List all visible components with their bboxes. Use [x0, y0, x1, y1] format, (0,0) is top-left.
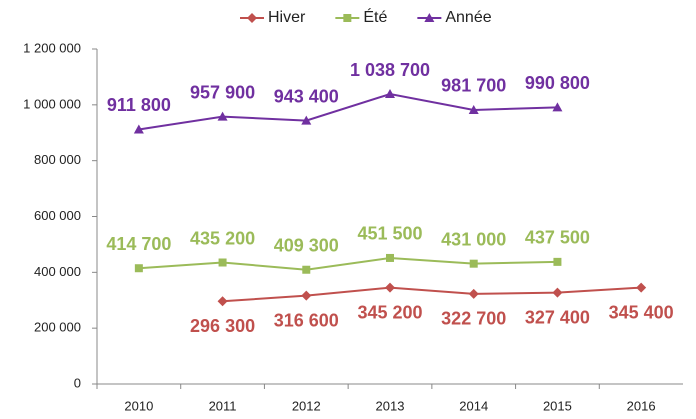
- marker: [552, 102, 563, 112]
- y-tick-label: 1 000 000: [23, 96, 81, 111]
- data-label: 957 900: [190, 82, 255, 102]
- marker: [247, 13, 257, 23]
- marker: [217, 111, 228, 121]
- series-line: [138, 92, 558, 131]
- marker: [134, 264, 143, 273]
- x-tick-label: 2013: [376, 398, 405, 413]
- data-label: 437 500: [525, 228, 590, 248]
- marker: [343, 14, 352, 22]
- marker: [301, 290, 312, 301]
- y-tick-label: 600 000: [34, 208, 81, 223]
- marker: [301, 115, 312, 125]
- series-line: [222, 286, 642, 303]
- marker: [552, 287, 563, 298]
- data-label: 296 300: [190, 316, 255, 336]
- data-label: 316 600: [274, 310, 339, 330]
- marker: [468, 104, 479, 114]
- marker: [636, 282, 647, 293]
- marker: [385, 89, 395, 99]
- x-tick-label: 2012: [292, 398, 321, 413]
- y-tick-label: 200 000: [34, 320, 81, 335]
- marker: [218, 258, 227, 267]
- data-label: 943 400: [274, 86, 339, 106]
- data-label: 451 500: [357, 224, 422, 244]
- y-tick-label: 400 000: [34, 264, 81, 279]
- y-tick-label: 800 000: [34, 152, 81, 167]
- data-label: 911 800: [107, 95, 171, 115]
- data-label: 327 400: [525, 307, 590, 327]
- marker: [217, 296, 228, 307]
- data-label: 322 700: [441, 309, 506, 329]
- marker: [468, 288, 479, 299]
- x-tick-label: 2011: [209, 398, 237, 413]
- marker: [385, 282, 395, 293]
- data-label: 409 300: [274, 235, 339, 255]
- data-label: 1 038 700: [350, 60, 430, 80]
- data-label: 414 700: [106, 234, 171, 254]
- x-tick-label: 2016: [627, 398, 656, 413]
- data-label: 345 400: [609, 302, 674, 322]
- data-label: 345 200: [357, 302, 422, 322]
- y-tick-label: 1 200 000: [23, 40, 81, 55]
- data-label: 431 000: [441, 229, 506, 249]
- marker: [553, 257, 562, 266]
- data-label: 990 800: [525, 73, 590, 93]
- series-line: [138, 256, 558, 271]
- marker: [424, 13, 435, 22]
- x-tick-label: 2014: [459, 398, 488, 413]
- data-label: 981 700: [441, 76, 506, 96]
- legend-label: Hiver: [268, 9, 306, 26]
- legend-label: Été: [363, 7, 387, 26]
- legend-label: Année: [445, 9, 491, 26]
- marker: [386, 253, 394, 262]
- x-tick-label: 2010: [124, 398, 153, 413]
- marker: [133, 124, 144, 134]
- data-label: 435 200: [190, 228, 255, 248]
- marker: [469, 259, 478, 268]
- y-tick-label: 0: [74, 375, 81, 390]
- marker: [302, 265, 311, 274]
- x-tick-label: 2015: [543, 398, 572, 413]
